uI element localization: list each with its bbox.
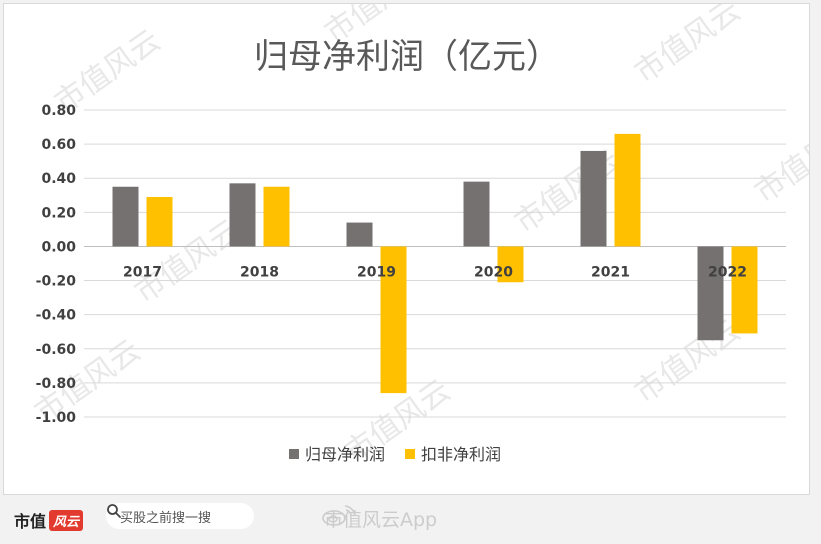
search-placeholder: 买股之前搜一搜 — [120, 510, 212, 526]
brand-badge: 风云 — [49, 509, 84, 531]
footer-bar: 市值 风云 买股之前搜一搜 市值风云App — [0, 495, 821, 544]
x-tick-label: 2017 — [123, 264, 162, 280]
bar-series2-2022 — [731, 246, 758, 334]
bar-series2-2021 — [614, 133, 641, 247]
chart-title: 归母净利润（亿元） — [254, 37, 560, 77]
watermark-text: 市值风云 — [749, 113, 810, 210]
brand-logo[interactable]: 市值 风云 — [14, 508, 84, 532]
y-tick-label: -0.40 — [36, 308, 77, 324]
app-credit-text: 市值风云App — [324, 509, 438, 531]
y-tick-label: 0.60 — [41, 137, 76, 153]
watermark-text: 市值风云 — [629, 4, 747, 91]
bar-series1-2018 — [229, 183, 256, 247]
y-tick-label: -0.60 — [36, 342, 77, 358]
bar-series1-2020 — [463, 181, 490, 247]
brand-name: 市值 — [14, 512, 47, 531]
bar-series1-2017 — [112, 186, 139, 247]
search-box[interactable]: 买股之前搜一搜 — [106, 503, 254, 529]
x-tick-label: 2019 — [357, 264, 396, 280]
weibo-icon — [322, 505, 356, 526]
bar-series2-2019 — [380, 246, 407, 394]
y-tick-label: -1.00 — [36, 410, 77, 426]
chart-card: 市值风云市值风云市值风云市值风云市值风云市值风云市值风云市值风云市值风云归母净利… — [3, 3, 810, 495]
legend-label: 归母净利润 — [305, 445, 385, 464]
x-tick-label: 2020 — [474, 264, 513, 280]
watermark-text: 市值风云 — [129, 213, 247, 310]
y-tick-label: -0.20 — [36, 274, 77, 290]
bar-series2-2017 — [146, 196, 173, 247]
bar-series1-2019 — [346, 222, 373, 247]
x-tick-label: 2018 — [240, 264, 279, 280]
chart-svg: 市值风云市值风云市值风云市值风云市值风云市值风云市值风云市值风云市值风云归母净利… — [29, 4, 810, 471]
legend-swatch — [405, 449, 415, 459]
bar-series1-2022 — [697, 246, 724, 341]
watermark-text: 市值风云 — [509, 143, 627, 240]
x-tick-label: 2021 — [591, 264, 630, 280]
bar-series2-2020 — [497, 246, 524, 283]
legend-label: 扣非净利润 — [421, 445, 501, 464]
y-tick-label: 0.80 — [41, 103, 76, 119]
y-tick-label: 0.20 — [41, 205, 76, 221]
bar-series1-2021 — [580, 150, 607, 247]
y-tick-label: -0.80 — [36, 376, 77, 392]
legend-swatch — [289, 449, 299, 459]
y-tick-label: 0.00 — [41, 239, 76, 255]
watermark-text: 市值风云 — [629, 313, 747, 410]
y-tick-label: 0.40 — [41, 171, 76, 187]
app-credit: 市值风云App — [320, 505, 437, 532]
bar-series2-2018 — [263, 186, 290, 247]
x-tick-label: 2022 — [708, 264, 747, 280]
search-icon — [107, 504, 121, 518]
